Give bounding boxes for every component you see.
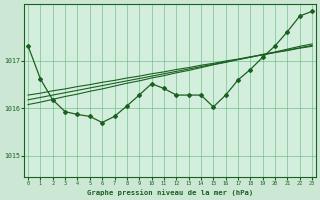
X-axis label: Graphe pression niveau de la mer (hPa): Graphe pression niveau de la mer (hPa) [87,189,253,196]
